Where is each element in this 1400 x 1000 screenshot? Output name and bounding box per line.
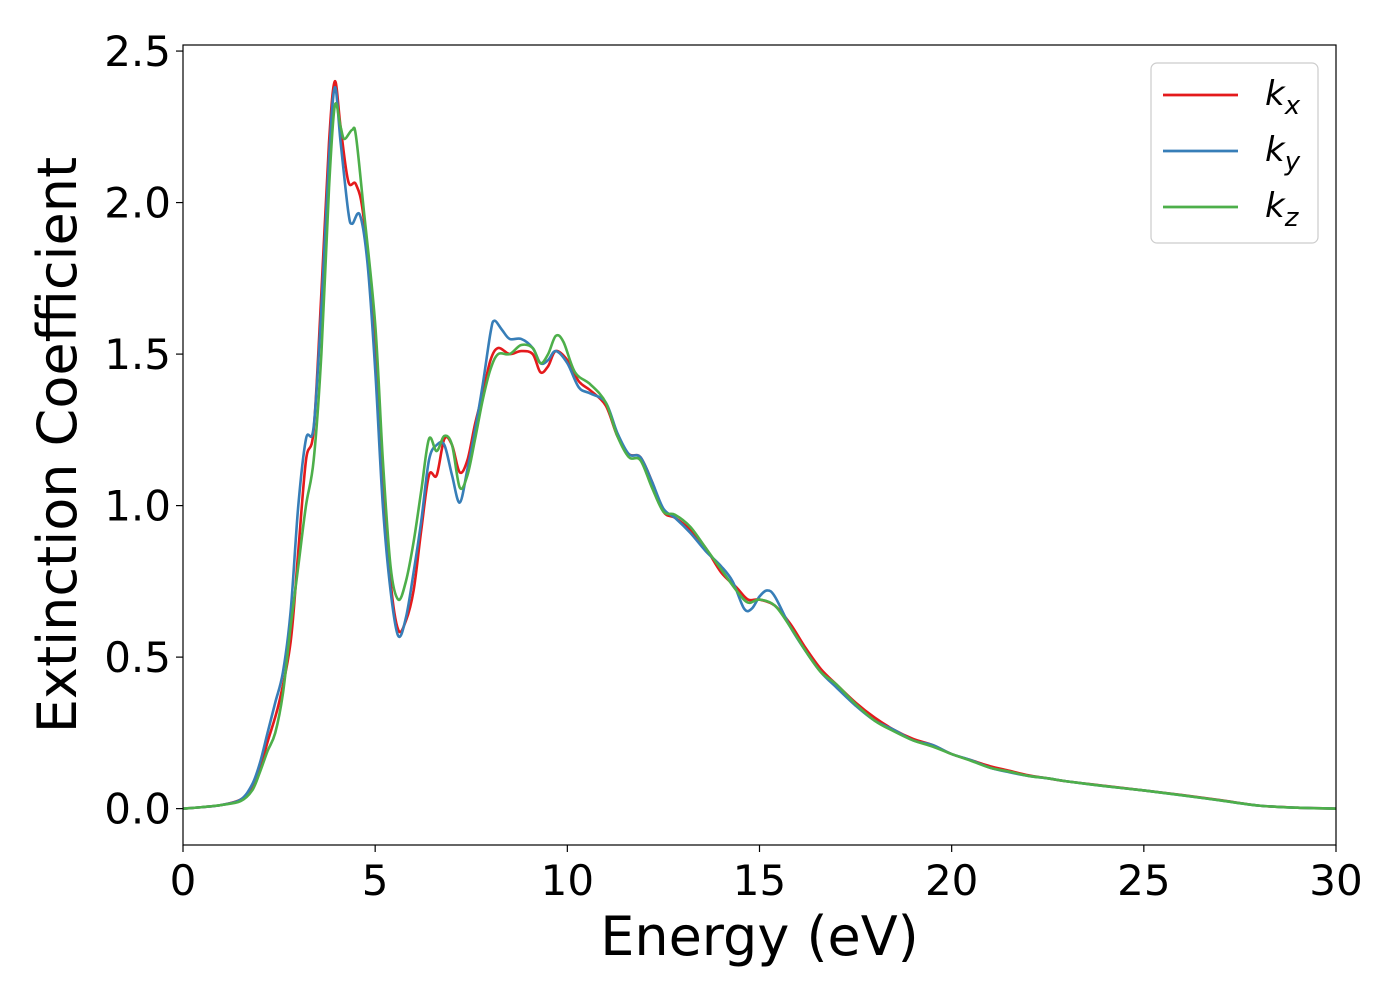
- x-tick-label: 20: [925, 856, 978, 905]
- y-axis-label: Extinction Coefficient: [26, 157, 89, 733]
- x-axis-ticks: 0 5 10 15 20 25 30: [170, 845, 1363, 905]
- series-layer: [183, 80, 1336, 810]
- x-tick-label: 0: [170, 856, 197, 905]
- x-tick-label: 10: [541, 856, 594, 905]
- y-tick-label: 0.5: [104, 633, 171, 682]
- y-tick-label: 2.5: [104, 27, 171, 76]
- x-tick-label: 30: [1309, 856, 1362, 905]
- y-tick-label: 0.0: [104, 785, 171, 834]
- x-tick-label: 25: [1117, 856, 1170, 905]
- x-tick-label: 15: [733, 856, 786, 905]
- x-axis-label: Energy (eV): [600, 905, 919, 968]
- y-axis-ticks: 0.0 0.5 1.0 1.5 2.0 2.5: [104, 27, 183, 834]
- legend-box: [1150, 62, 1319, 244]
- y-tick-label: 1.0: [104, 482, 171, 531]
- x-tick-label: 5: [362, 856, 389, 905]
- series-line-kz: [183, 102, 1336, 810]
- y-tick-label: 1.5: [104, 330, 171, 379]
- y-tick-label: 2.0: [104, 179, 171, 228]
